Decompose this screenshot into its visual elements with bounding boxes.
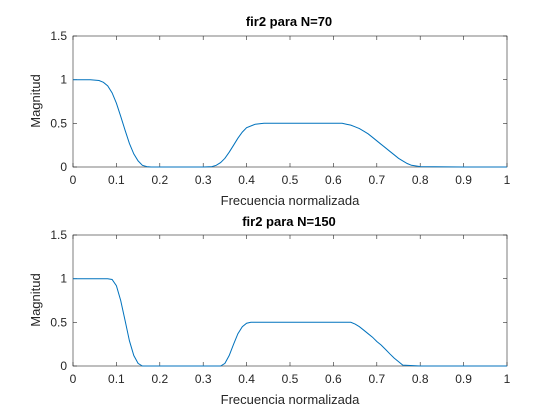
x-tick-label: 0.8 [412,372,429,386]
series-line [73,278,507,367]
axes-box [72,234,508,367]
chart-title: fir2 para N=70 [246,14,332,29]
x-tick-label: 0.9 [455,173,472,187]
x-axis-label: Frecuencia normalizada [221,392,361,407]
x-tick-label: 0 [70,173,77,187]
chart-title: fir2 para N=150 [242,214,336,229]
x-tick-label: 0.8 [412,173,429,187]
subplot-bottom: fir2 para N=150 0 0.1 0.2 0.3 0.4 0.5 0.6 0.7 0.… [28,214,511,407]
tick-group: 0 0.1 0.2 0.3 0.4 0.5 0.6 0.7 0.8 0.9 1 0 0.5 1 1.5 [50,228,510,386]
x-tick-label: 0.4 [238,372,255,386]
x-tick-label: 0.1 [108,372,125,386]
x-tick-label: 0.6 [325,372,342,386]
x-tick-label: 0.5 [282,372,299,386]
x-tick-label: 0.7 [368,372,385,386]
y-tick-label: 0.5 [50,315,67,329]
tick-group: 0 0.1 0.2 0.3 0.4 0.5 0.6 0.7 0.8 0.9 1 0 0.5 1 1.5 [50,29,510,187]
x-tick-label: 0.2 [151,173,168,187]
y-axis-label: Magnitud [28,273,43,326]
x-tick-label: 0.6 [325,173,342,187]
x-tick-label: 0.5 [282,173,299,187]
y-tick-label: 0.5 [50,116,67,130]
x-tick-label: 0 [70,372,77,386]
y-tick-label: 1 [60,73,67,87]
y-tick-label: 1.5 [50,228,67,242]
y-tick-label: 0 [60,160,67,174]
y-tick-label: 1 [60,272,67,286]
series-line [73,79,507,168]
x-tick-label: 0.1 [108,173,125,187]
y-axis-label: Magnitud [28,74,43,127]
subplot-top: fir2 para N=70 0 0.1 0.2 0.3 0.4 0.5 0.6 0.7 0.8… [28,14,511,208]
x-tick-label: 1 [504,173,511,187]
x-tick-label: 0.3 [195,372,212,386]
x-tick-label: 0.4 [238,173,255,187]
x-tick-label: 0.7 [368,173,385,187]
x-axis-label: Frecuencia normalizada [221,193,361,208]
x-tick-label: 0.9 [455,372,472,386]
y-tick-label: 1.5 [50,29,67,43]
y-tick-label: 0 [60,359,67,373]
x-tick-label: 0.2 [151,372,168,386]
x-tick-label: 0.3 [195,173,212,187]
axes-box [72,35,508,168]
x-tick-label: 1 [504,372,511,386]
